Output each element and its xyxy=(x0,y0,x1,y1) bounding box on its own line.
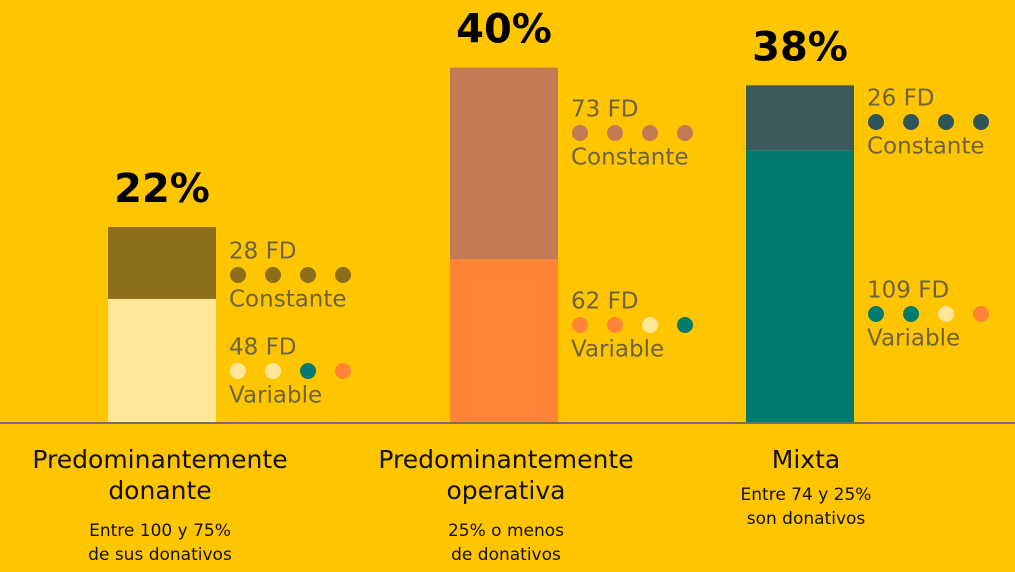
dot xyxy=(265,267,281,283)
dot xyxy=(230,363,246,379)
dot xyxy=(335,363,351,379)
category-note: de sus donativos xyxy=(88,545,232,565)
value-label: 73 FD xyxy=(571,97,639,123)
dot xyxy=(300,267,316,283)
dot xyxy=(642,317,658,333)
series-name: Variable xyxy=(867,326,960,352)
series-name: Variable xyxy=(229,383,322,409)
dot xyxy=(677,125,693,141)
value-label: 48 FD xyxy=(229,335,297,361)
bar-segment xyxy=(746,85,854,151)
dot xyxy=(300,363,316,379)
bar-segment xyxy=(450,67,558,260)
dot xyxy=(938,114,954,130)
dot xyxy=(938,306,954,322)
category-note: Entre 100 y 75% xyxy=(89,521,231,541)
category-note: de donativos xyxy=(451,545,561,565)
dot xyxy=(973,306,989,322)
category-label: Mixta xyxy=(772,445,840,474)
bar-segment xyxy=(450,259,558,422)
dot xyxy=(607,317,623,333)
bar-segment xyxy=(746,150,854,422)
dot xyxy=(868,306,884,322)
value-label: 28 FD xyxy=(229,239,297,265)
category-note: son donativos xyxy=(747,509,866,529)
dot xyxy=(642,125,658,141)
series-name: Constante xyxy=(229,287,347,313)
value-label: 62 FD xyxy=(571,289,639,315)
category-note: Entre 74 y 25% xyxy=(741,485,872,505)
category-label: operativa xyxy=(446,476,565,505)
dot xyxy=(335,267,351,283)
dot xyxy=(677,317,693,333)
dot xyxy=(868,114,884,130)
value-label: 109 FD xyxy=(867,278,949,304)
dot xyxy=(973,114,989,130)
total-label: 40% xyxy=(456,7,552,53)
total-label: 38% xyxy=(752,24,848,70)
dot xyxy=(572,317,588,333)
category-label: Predominantemente xyxy=(378,445,633,474)
dot xyxy=(230,267,246,283)
dot xyxy=(607,125,623,141)
category-label: Predominantemente xyxy=(32,445,287,474)
series-name: Constante xyxy=(571,145,689,171)
category-label: donante xyxy=(108,476,211,505)
total-label: 22% xyxy=(114,166,210,212)
bar-segment xyxy=(108,227,216,299)
value-label: 26 FD xyxy=(867,86,935,112)
category-note: 25% o menos xyxy=(448,521,564,541)
dot xyxy=(903,114,919,130)
dot xyxy=(903,306,919,322)
dot xyxy=(572,125,588,141)
series-name: Variable xyxy=(571,337,664,363)
bar-segment xyxy=(108,298,216,422)
dot xyxy=(265,363,281,379)
series-name: Constante xyxy=(867,134,985,160)
